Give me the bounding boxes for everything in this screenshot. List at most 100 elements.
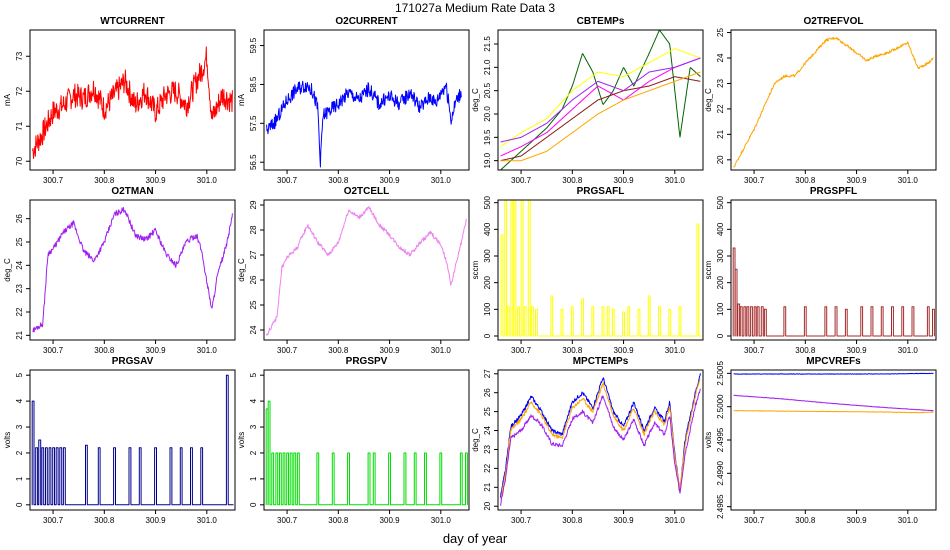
x-tick-label: 300.9 [847,516,868,525]
figure-title: 171027a Medium Rate Data 3 [395,1,555,15]
series-line [500,388,701,506]
y-tick-label: 2.4995 [716,427,725,452]
x-tick-label: 300.8 [94,176,115,185]
panel-o2tcell: O2TCELL deg_C 300.7 300.8 300.9 301.0 24 25 26 27… [237,186,470,355]
x-tick-label: 300.7 [43,516,64,525]
y-tick-label: 0 [249,502,258,507]
y-axis-label: mA [237,93,246,106]
y-tick-label: 400 [716,222,725,236]
panel-title: O2TMAN [111,186,153,197]
y-tick-label: 23 [483,444,492,453]
plot-area [733,36,934,168]
y-tick-label: 2 [15,450,24,455]
y-tick-label: 1 [15,476,24,481]
plot-area [265,400,468,506]
y-tick-label: 0 [483,333,492,338]
y-axis-label: deg_C [471,428,480,452]
x-tick-label: 300.9 [380,346,401,355]
x-tick-label: 300.9 [380,516,401,525]
figure-xlabel: day of year [443,531,508,546]
plot-frame [730,29,937,171]
panel-title: PRGSAFL [577,186,625,197]
y-tick-label: 24 [716,53,725,62]
series-line [266,80,462,168]
x-tick-label: 300.9 [614,516,635,525]
plot-frame [497,369,704,511]
series-line [500,71,701,162]
panel-title: PRGSPV [346,356,388,367]
plot-area [500,200,702,337]
panel-wtcurrent: WTCURRENT mA 300.7 300.8 300.9 301.0 70 71 72 73 [3,16,236,185]
y-tick-label: 23 [716,78,725,87]
y-tick-label: 4 [15,398,24,403]
y-tick-label: 1 [249,476,258,481]
y-axis-label: sccm [704,260,713,279]
y-axis-label: deg_C [3,258,12,282]
series-line [500,373,701,498]
y-tick-label: 3 [249,424,258,429]
y-tick-label: 24 [483,426,492,435]
y-tick-label: 2.5005 [716,361,725,386]
x-tick-label: 301.0 [197,516,218,525]
series-line [500,57,701,157]
y-tick-label: 24 [15,260,24,269]
y-axis-label: mA [3,93,12,106]
plot-area [31,374,234,506]
y-tick-label: 2.4990 [716,461,725,486]
y-tick-label: 5 [15,372,24,377]
series-line [32,207,233,333]
series-line [31,374,234,506]
plot-frame [497,29,704,171]
y-tick-label: 56.5 [249,154,258,170]
panel-prgspv: PRGSPV volts 300.7 300.8 300.9 301.0 0 1 2 3 4 5 [237,356,470,525]
y-tick-label: 3 [15,424,24,429]
panel-mpcvrefs: MPCVREFs volts 300.7 300.8 300.9 301.0 2.4985 2… [704,356,937,525]
y-tick-label: 2 [249,450,258,455]
series-line [32,46,233,159]
y-tick-label: 20 [716,155,725,164]
x-tick-label: 301.0 [431,176,452,185]
y-tick-label: 26 [15,214,24,223]
x-tick-label: 301.0 [665,516,686,525]
y-tick-label: 22 [15,307,24,316]
x-tick-label: 300.8 [328,176,349,185]
x-tick-label: 300.7 [277,176,298,185]
y-tick-label: 4 [249,398,258,403]
y-tick-label: 20.0 [483,106,492,122]
plot-area [266,80,462,168]
y-tick-label: 27 [483,369,492,378]
y-axis-label: volts [237,432,246,448]
x-tick-label: 300.7 [277,516,298,525]
y-tick-label: 71 [15,121,24,130]
x-tick-label: 301.0 [431,346,452,355]
y-tick-label: 22 [716,104,725,113]
y-tick-label: 27 [249,250,258,259]
x-tick-label: 301.0 [898,176,919,185]
x-tick-label: 301.0 [665,346,686,355]
x-tick-label: 300.9 [614,176,635,185]
y-tick-label: 21 [15,330,24,339]
x-tick-label: 301.0 [431,516,452,525]
x-tick-label: 300.8 [328,346,349,355]
plot-frame [730,369,937,511]
panel-o2current: O2CURRENT mA 300.7 300.8 300.9 301.0 56.5 57.5 5… [237,16,470,185]
x-tick-label: 300.7 [43,346,64,355]
y-tick-label: 21.0 [483,59,492,75]
plot-area [266,206,467,336]
panel-title: PRGSAV [112,356,154,367]
y-tick-label: 59.5 [249,37,258,53]
y-tick-label: 100 [716,302,725,316]
panels-grid: WTCURRENT mA 300.7 300.8 300.9 301.0 70 71 72 73 O… [3,16,937,525]
y-tick-label: 20.5 [483,82,492,98]
x-tick-label: 301.0 [197,346,218,355]
y-tick-label: 28 [249,225,258,234]
y-tick-label: 0 [716,333,725,338]
x-tick-label: 300.9 [847,346,868,355]
x-tick-label: 301.0 [665,176,686,185]
panel-title: PRGSPFL [810,186,857,197]
plot-frame [263,369,470,511]
x-tick-label: 300.8 [562,516,583,525]
y-axis-label: volts [3,432,12,448]
y-tick-label: 300 [716,249,725,263]
panel-o2tman: O2TMAN deg_C 300.7 300.8 300.9 301.0 21 22 23 24 2… [3,186,236,355]
